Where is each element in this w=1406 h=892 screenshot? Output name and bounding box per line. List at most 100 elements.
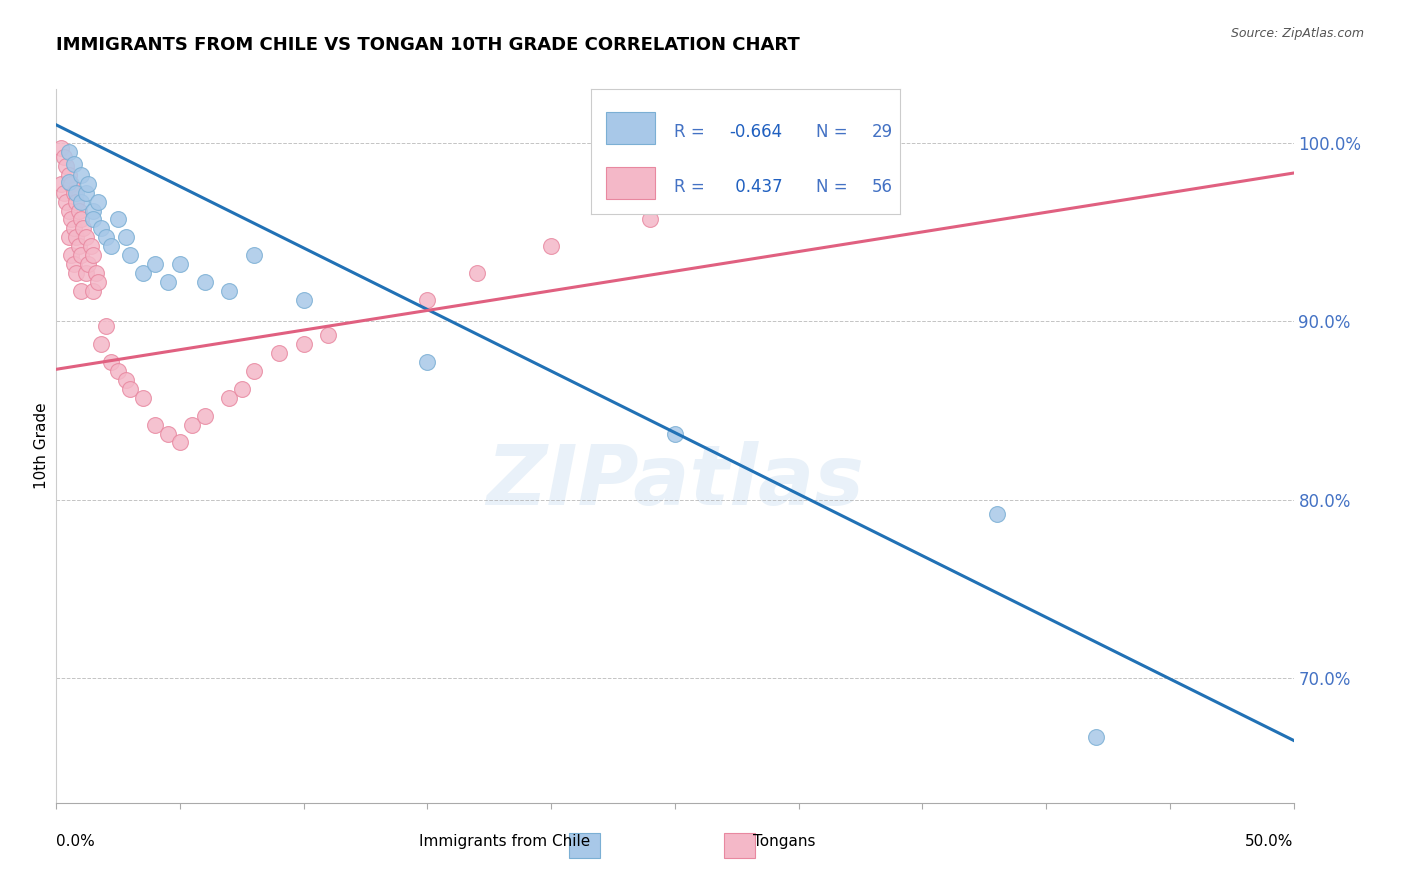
Point xyxy=(120,248,142,262)
Point xyxy=(231,382,253,396)
Point xyxy=(87,275,110,289)
Point xyxy=(70,284,93,298)
Point xyxy=(664,426,686,441)
Point xyxy=(67,203,90,218)
Point xyxy=(51,177,73,191)
Point xyxy=(100,355,122,369)
Point xyxy=(94,319,117,334)
Point xyxy=(77,257,100,271)
Point xyxy=(75,230,97,244)
Point xyxy=(62,186,84,200)
Point xyxy=(638,212,661,227)
Point xyxy=(82,212,104,227)
Point xyxy=(52,150,75,164)
Point xyxy=(318,328,340,343)
Point xyxy=(52,186,75,200)
Text: R =: R = xyxy=(673,123,710,141)
Point xyxy=(82,284,104,298)
Point xyxy=(169,435,191,450)
Point xyxy=(156,426,179,441)
Text: Source: ZipAtlas.com: Source: ZipAtlas.com xyxy=(1230,27,1364,40)
Point xyxy=(80,239,103,253)
Point xyxy=(60,248,83,262)
Point xyxy=(82,248,104,262)
Point xyxy=(156,275,179,289)
Point xyxy=(70,212,93,227)
Text: N =: N = xyxy=(817,178,853,195)
Point xyxy=(107,212,129,227)
Point xyxy=(70,194,93,209)
Point xyxy=(416,355,439,369)
Text: 50.0%: 50.0% xyxy=(1246,834,1294,849)
Point xyxy=(55,159,77,173)
Point xyxy=(143,257,166,271)
Point xyxy=(132,266,155,280)
Point xyxy=(65,194,87,209)
Point xyxy=(58,203,80,218)
Point xyxy=(292,293,315,307)
Text: ZIPatlas: ZIPatlas xyxy=(486,442,863,522)
Point xyxy=(58,230,80,244)
Point xyxy=(1084,730,1107,744)
Point xyxy=(218,391,240,405)
Text: Tongans: Tongans xyxy=(754,834,815,849)
Point xyxy=(986,507,1008,521)
Point xyxy=(107,364,129,378)
Text: 0.437: 0.437 xyxy=(730,178,782,195)
Point xyxy=(90,337,112,351)
Point xyxy=(813,177,835,191)
Point xyxy=(77,177,100,191)
Point xyxy=(94,230,117,244)
Text: IMMIGRANTS FROM CHILE VS TONGAN 10TH GRADE CORRELATION CHART: IMMIGRANTS FROM CHILE VS TONGAN 10TH GRA… xyxy=(56,36,800,54)
Point xyxy=(181,417,204,432)
Text: 0.0%: 0.0% xyxy=(56,834,96,849)
Point xyxy=(416,293,439,307)
Point xyxy=(62,221,84,235)
FancyBboxPatch shape xyxy=(606,112,655,145)
Point xyxy=(82,203,104,218)
Point xyxy=(58,175,80,189)
Point xyxy=(540,239,562,253)
Point xyxy=(62,157,84,171)
Point xyxy=(292,337,315,351)
Point xyxy=(114,373,136,387)
Point xyxy=(67,239,90,253)
Point xyxy=(55,194,77,209)
Point xyxy=(84,266,107,280)
Text: 56: 56 xyxy=(872,178,893,195)
Point xyxy=(194,409,217,423)
Point xyxy=(70,168,93,182)
Point xyxy=(465,266,488,280)
Point xyxy=(243,364,266,378)
Point xyxy=(65,186,87,200)
Point xyxy=(75,186,97,200)
Point xyxy=(120,382,142,396)
Text: -0.664: -0.664 xyxy=(730,123,783,141)
Point xyxy=(72,221,94,235)
Point xyxy=(58,168,80,182)
Point xyxy=(58,145,80,159)
Point xyxy=(738,194,761,209)
Point xyxy=(218,284,240,298)
Point xyxy=(60,212,83,227)
Text: 29: 29 xyxy=(872,123,893,141)
Text: R =: R = xyxy=(673,178,710,195)
Point xyxy=(169,257,191,271)
Point xyxy=(143,417,166,432)
Point xyxy=(62,257,84,271)
Point xyxy=(51,141,73,155)
Point xyxy=(100,239,122,253)
Point xyxy=(132,391,155,405)
Text: Immigrants from Chile: Immigrants from Chile xyxy=(419,834,591,849)
Point xyxy=(75,266,97,280)
Point xyxy=(267,346,290,360)
Point xyxy=(60,177,83,191)
Point xyxy=(65,266,87,280)
Point xyxy=(70,248,93,262)
Point xyxy=(90,221,112,235)
Y-axis label: 10th Grade: 10th Grade xyxy=(34,402,49,490)
Point xyxy=(65,230,87,244)
Point xyxy=(114,230,136,244)
Point xyxy=(194,275,217,289)
Point xyxy=(243,248,266,262)
